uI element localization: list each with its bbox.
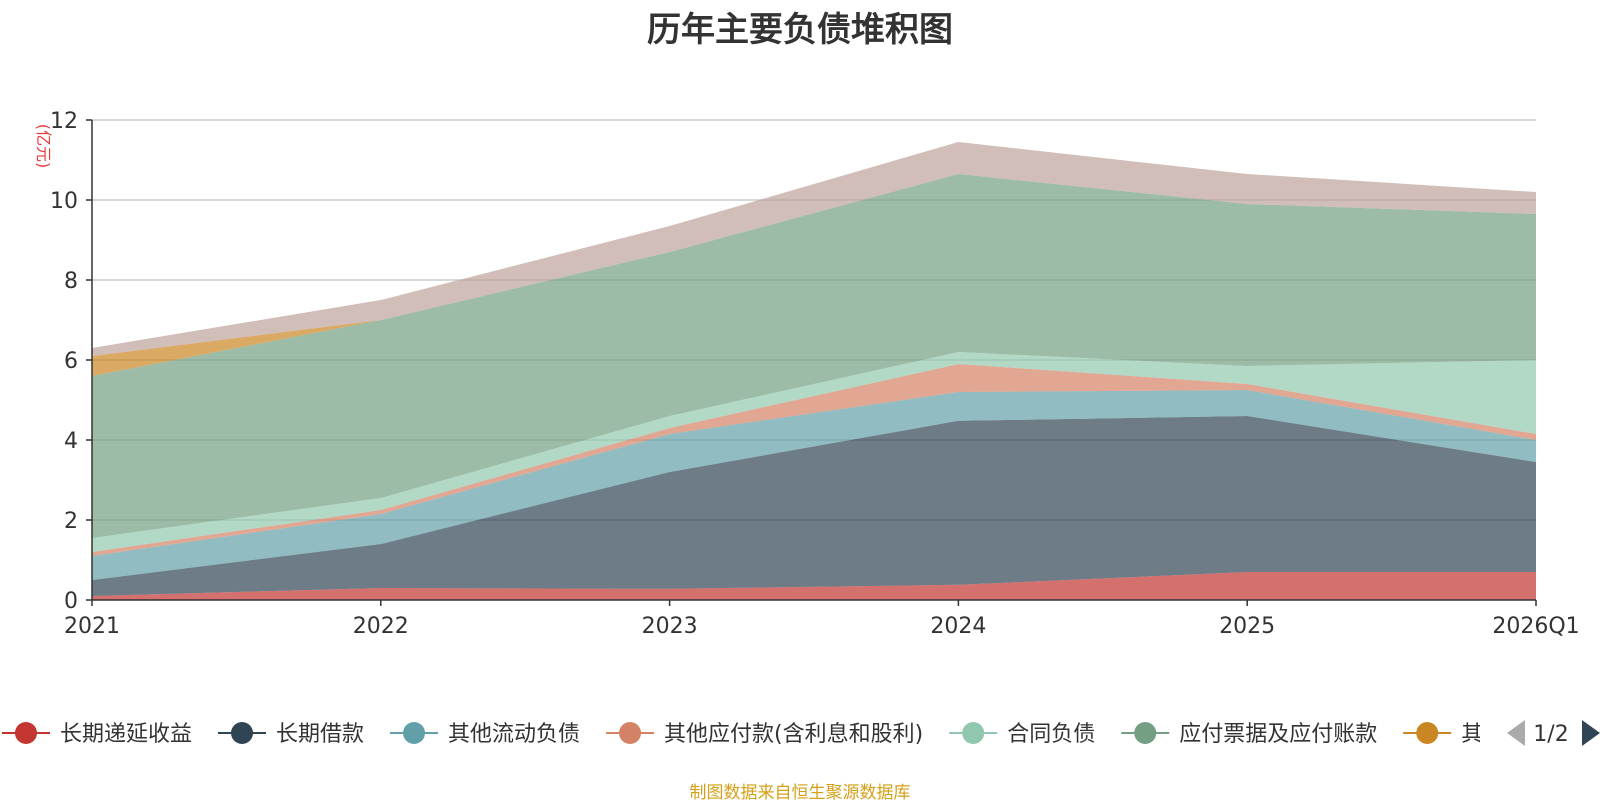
chart-title: 历年主要负债堆积图 (647, 10, 953, 50)
area-series-3[interactable] (92, 364, 1536, 556)
area-series-4[interactable] (92, 352, 1536, 552)
legend-item[interactable]: 应付票据及应付账款 (1121, 722, 1377, 747)
legend-next-page-icon[interactable] (1582, 720, 1600, 746)
y-tick-label: 10 (50, 189, 78, 214)
legend-label: 长期递延收益 (60, 722, 192, 747)
area-series-2[interactable] (92, 390, 1536, 580)
legend-marker-icon (1134, 722, 1157, 744)
legend-pager: 1/2 (1507, 720, 1600, 747)
legend-marker-icon (231, 722, 254, 744)
legend-item[interactable]: 长期借款 (218, 722, 364, 747)
x-tick-label: 2023 (642, 614, 698, 639)
legend-marker-icon (962, 722, 985, 744)
area-layer (92, 142, 1536, 600)
legend-label: 应付票据及应付账款 (1179, 722, 1377, 747)
y-tick-label: 0 (64, 589, 78, 614)
legend-label: 长期借款 (276, 722, 364, 747)
legend-item[interactable]: 合同负债 (949, 722, 1095, 747)
y-tick-label: 12 (50, 109, 78, 134)
legend-label: 合同负债 (1007, 722, 1095, 747)
legend-item[interactable]: 其他流动负债 (390, 722, 580, 747)
legend-item[interactable]: 长期递延收益 (2, 722, 192, 747)
legend-marker-icon (403, 722, 426, 744)
source-note: 制图数据来自恒生聚源数据库 (689, 783, 911, 803)
legend: 长期递延收益 长期借款 其他流动负债 其他应付款(含利息和股利) 合同负债 应付票据及应付… (2, 722, 1505, 747)
area-series-0[interactable] (92, 572, 1536, 600)
legend-marker-icon (619, 722, 642, 744)
y-tick-label: 8 (64, 269, 78, 294)
x-tick-label: 2025 (1219, 614, 1275, 639)
legend-prev-page-icon[interactable] (1507, 720, 1525, 746)
area-series-7[interactable] (92, 142, 1536, 356)
x-tick-label: 2022 (353, 614, 409, 639)
legend-marker-icon (15, 722, 37, 744)
y-axis-unit-label: (亿元) (34, 124, 53, 169)
axis-layer: 0 2 4 6 8 10 12 2021 2022 2023 2024 2025 2026Q1 (50, 109, 1580, 639)
legend-marker-icon (1416, 722, 1439, 744)
legend-label: 其他流动负债 (448, 722, 580, 747)
legend-label: 其他应付款(含利息和股利) (664, 722, 923, 747)
x-tick-label: 2021 (64, 614, 120, 639)
x-tick-label: 2026Q1 (1492, 614, 1579, 639)
y-tick-label: 2 (64, 509, 78, 534)
x-tick-label: 2024 (930, 614, 986, 639)
y-tick-label: 4 (64, 429, 78, 454)
y-tick-label: 6 (64, 349, 78, 374)
legend-page-indicator: 1/2 (1533, 722, 1568, 747)
area-series-1[interactable] (92, 416, 1536, 596)
legend-item[interactable]: 其他 (1403, 722, 1505, 747)
legend-label: 其他 (1461, 722, 1505, 747)
area-series-5[interactable] (92, 174, 1536, 538)
legend-item[interactable]: 其他应付款(含利息和股利) (606, 722, 923, 747)
